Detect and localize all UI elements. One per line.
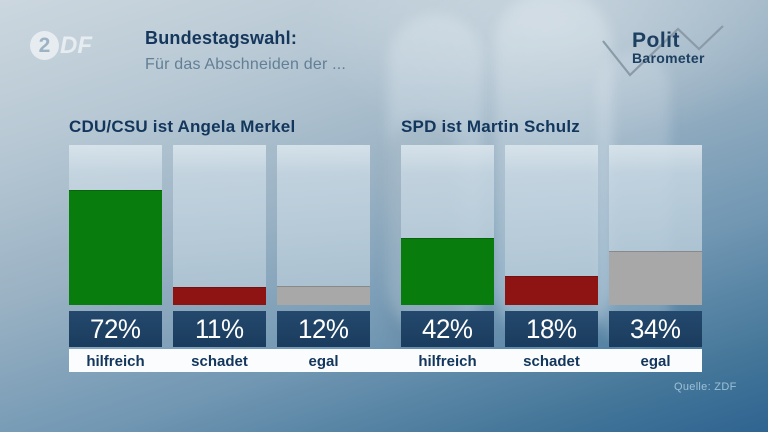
percent-value: 42% [422, 313, 473, 344]
category-label: hilfreich [418, 353, 477, 370]
percent-value: 34% [630, 313, 681, 344]
bar-track [277, 145, 370, 305]
politbarometer-line1: Polit [632, 29, 680, 52]
bar-fill [277, 286, 370, 305]
percent-box: 72% [69, 311, 162, 347]
percent-box: 12% [277, 311, 370, 347]
page-subtitle: Für das Abschneiden der ... [145, 56, 347, 73]
politbarometer-logo: Polit Barometer [602, 25, 724, 77]
percent-box: 11% [173, 311, 266, 347]
zdf-logo-circle: 2 [30, 31, 59, 60]
zigzag-line-icon [602, 25, 724, 77]
bar-fill [505, 276, 598, 305]
percent-value: 12% [298, 313, 349, 344]
bar-column: 18% schadet [505, 145, 598, 373]
bar-track [401, 145, 494, 305]
bar-fill [609, 251, 702, 305]
page-title: Bundestagswahl: [145, 28, 298, 48]
chart-group-cdu: CDU/CSU ist Angela Merkel 72% hilfreich 11… [69, 117, 370, 373]
category-label: schadet [191, 353, 248, 370]
bar-track [173, 145, 266, 305]
bar-fill [69, 190, 162, 305]
politbarometer-line2: Barometer [632, 50, 705, 66]
chart-group-title: SPD ist Martin Schulz [401, 117, 580, 136]
category-label: hilfreich [86, 353, 145, 370]
bar-column: 12% egal [277, 145, 370, 373]
percent-value: 72% [90, 313, 141, 344]
percent-value: 18% [526, 313, 577, 344]
chart-group-spd: SPD ist Martin Schulz 42% hilfreich 18% sch… [401, 117, 702, 373]
headline: Bundestagswahl: Für das Abschneiden der … [145, 28, 346, 74]
zdf-logo-icon: 2 DF [30, 31, 92, 60]
bar-fill [401, 238, 494, 305]
bar-column: 34% egal [609, 145, 702, 373]
category-label: schadet [523, 353, 580, 370]
source-credit: Quelle: ZDF [674, 381, 737, 393]
percent-box: 42% [401, 311, 494, 347]
category-label: egal [640, 353, 671, 370]
bar-track [69, 145, 162, 305]
percent-value: 11% [195, 313, 244, 344]
zdf-logo-letters: DF [60, 32, 92, 59]
bar-column: 42% hilfreich [401, 145, 494, 373]
bar-column: 11% schadet [173, 145, 266, 373]
category-label-strip [69, 349, 702, 372]
percent-box: 18% [505, 311, 598, 347]
percent-box: 34% [609, 311, 702, 347]
bar-fill [173, 287, 266, 305]
bar-columns: 42% hilfreich 18% schadet 34% egal [401, 145, 702, 373]
category-label: egal [308, 353, 339, 370]
bar-column: 72% hilfreich [69, 145, 162, 373]
chart-group-title: CDU/CSU ist Angela Merkel [69, 117, 296, 136]
zdf-logo-circle-glyph: 2 [38, 33, 51, 57]
bar-track [609, 145, 702, 305]
bar-track [505, 145, 598, 305]
bar-columns: 72% hilfreich 11% schadet 12% egal [69, 145, 370, 373]
